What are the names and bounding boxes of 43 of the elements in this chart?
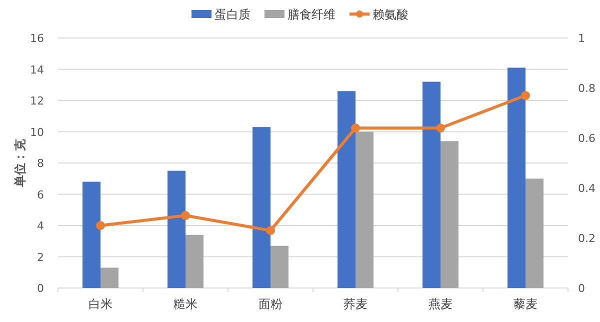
point <box>181 211 190 220</box>
y-axis-title: 单位：克 <box>13 138 27 188</box>
y-tick-label: 12 <box>30 94 44 108</box>
point <box>351 124 360 132</box>
bar <box>186 234 204 288</box>
bar <box>508 68 526 288</box>
y2-tick-label: 0.4 <box>578 182 596 195</box>
legend-label: 膳食纤维 <box>288 8 336 22</box>
legend-label: 蛋白质 <box>214 8 250 22</box>
x-tick-label: 燕麦 <box>428 297 452 311</box>
y-tick-label: 8 <box>37 157 44 170</box>
x-tick-label: 面粉 <box>258 297 282 311</box>
point <box>266 226 275 235</box>
y2-tick-label: 0.8 <box>578 82 596 95</box>
y2-tick-label: 0.2 <box>578 232 596 245</box>
bar <box>526 178 544 288</box>
bar <box>168 170 186 288</box>
y2-tick-label: 0 <box>578 282 585 295</box>
y-tick-label: 16 <box>30 32 44 45</box>
bar <box>100 268 118 288</box>
bar <box>440 141 458 288</box>
bar <box>338 91 356 288</box>
legend-label: 赖氨酸 <box>372 8 408 22</box>
bar <box>270 246 288 288</box>
x-tick-label: 糙米 <box>174 297 198 311</box>
bar <box>356 132 374 288</box>
bar <box>422 82 440 288</box>
y-tick-label: 4 <box>37 220 44 232</box>
x-tick-label: 荞麦 <box>344 297 368 311</box>
y-tick-label: 10 <box>30 126 44 139</box>
x-tick-label: 白米 <box>88 297 112 311</box>
y-tick-label: 6 <box>37 188 44 202</box>
point <box>436 124 445 132</box>
y2-tick-label: 1 <box>578 32 585 45</box>
point <box>521 91 530 100</box>
y-tick-label: 2 <box>37 250 44 264</box>
bar <box>82 182 100 288</box>
y-tick-label: 14 <box>30 63 44 76</box>
bar <box>252 127 270 288</box>
y-tick-label: 0 <box>37 282 44 295</box>
x-tick-label: 藜麦 <box>514 297 538 311</box>
point <box>96 221 105 230</box>
y2-tick-label: 0.6 <box>578 132 596 145</box>
